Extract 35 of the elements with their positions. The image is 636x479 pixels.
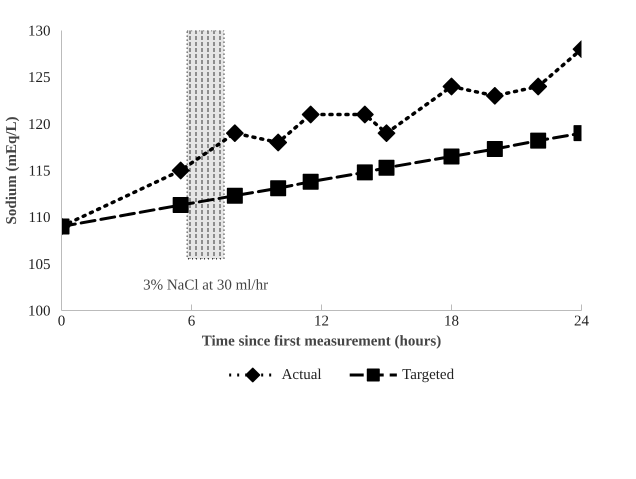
point [226, 188, 243, 204]
point [444, 148, 460, 164]
point [486, 86, 504, 105]
legend-label: Targeted [402, 367, 455, 383]
x-axis-title: Time since first measurement (hours) [202, 334, 442, 350]
y-tick-label: 115 [28, 164, 51, 180]
point [356, 164, 373, 180]
point [378, 124, 396, 142]
point [529, 78, 548, 96]
point [226, 124, 244, 142]
legend-label: Actual [282, 367, 322, 383]
point [356, 106, 374, 124]
x-tick-label: 18 [444, 314, 459, 330]
y-tick-label: 120 [28, 116, 50, 133]
point [270, 180, 286, 196]
point [530, 132, 546, 149]
x-tick-label: 6 [188, 314, 196, 330]
band-label: 3% NaCl at 30 ml/hr [143, 277, 268, 294]
y-tick-label: 100 [28, 304, 50, 320]
point [302, 174, 319, 190]
y-tick-label: 130 [28, 24, 50, 40]
x-tick-label: 0 [58, 314, 66, 330]
x-tick-label: 24 [574, 314, 590, 330]
point [302, 106, 320, 124]
point [172, 162, 190, 180]
y-tick-label: 105 [28, 256, 50, 273]
point [269, 134, 288, 152]
point [442, 78, 460, 96]
y-axis-title: Sodium (mEq/L) [4, 116, 20, 224]
y-tick-label: 110 [28, 210, 51, 226]
x-tick-label: 12 [314, 314, 329, 330]
point [172, 197, 189, 214]
point [486, 141, 503, 158]
point [378, 160, 394, 176]
y-tick-label: 125 [28, 70, 50, 86]
